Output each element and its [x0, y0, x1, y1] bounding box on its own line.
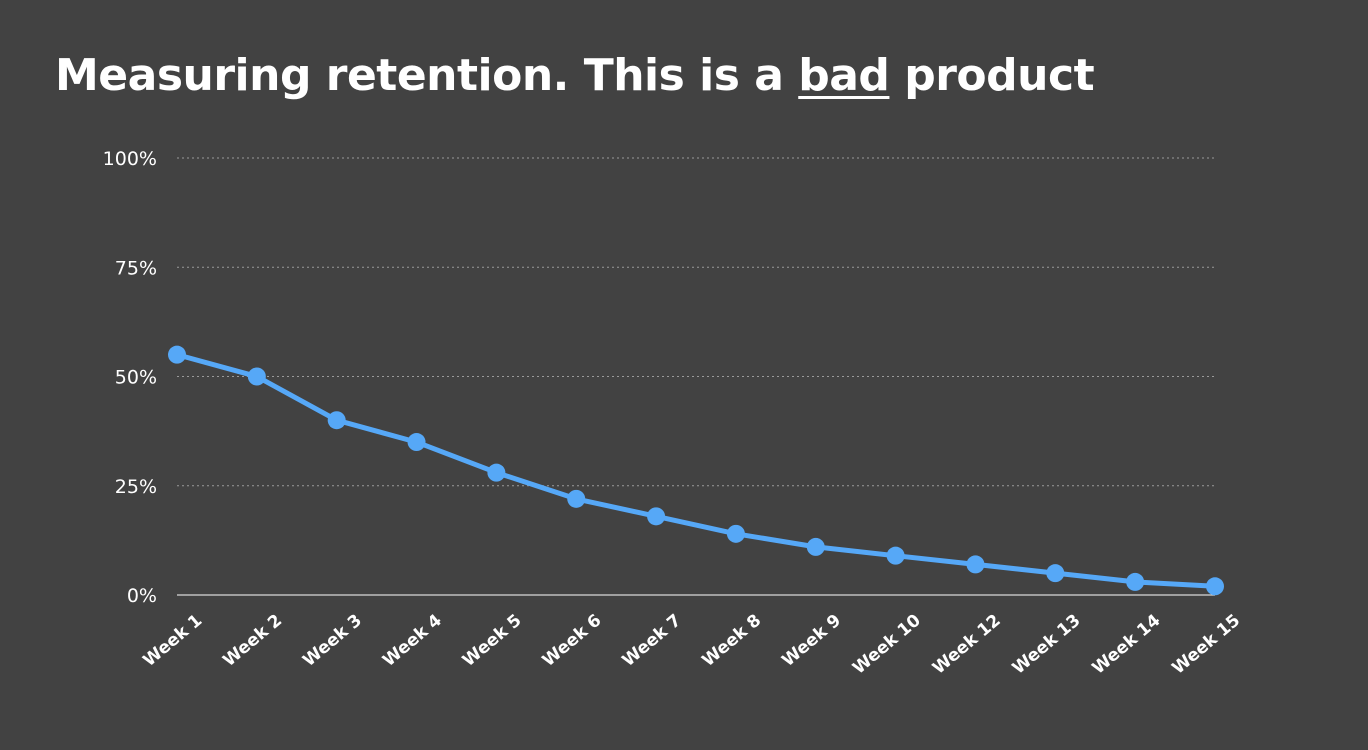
data-point: [647, 507, 666, 526]
data-point: [886, 546, 905, 565]
data-point: [168, 345, 186, 364]
data-point: [966, 555, 985, 574]
y-tick-label: 0%: [127, 585, 157, 607]
x-tick-label: Week 5: [459, 611, 526, 671]
data-point: [407, 433, 426, 452]
data-point: [487, 463, 506, 482]
x-tick-label: Week 9: [778, 611, 845, 671]
data-point: [1046, 564, 1065, 583]
y-tick-label: 100%: [103, 148, 157, 170]
y-axis-tick-labels: 0% 25% 50% 75% 100%: [103, 148, 157, 607]
title-emphasis: bad: [798, 50, 890, 101]
x-tick-label: Week 14: [1089, 610, 1165, 678]
series-line: [174, 352, 1218, 589]
title-text-before: Measuring retention. This is a: [55, 50, 799, 101]
y-tick-label: 75%: [115, 257, 157, 279]
x-tick-label: Week 7: [619, 611, 686, 671]
data-point: [567, 489, 586, 508]
x-axis-tick-labels: Week 1 Week 2 Week 3 Week 4 Week 5 Week 6 Week…: [140, 610, 1245, 678]
x-tick-label: Week 3: [299, 611, 366, 671]
x-tick-label: Week 4: [379, 610, 446, 671]
x-tick-label: Week 8: [698, 611, 765, 671]
x-tick-label: Week 6: [539, 611, 606, 671]
slide-title: Measuring retention. This is a bad produ…: [55, 46, 1095, 106]
data-point: [327, 411, 346, 430]
y-tick-label: 50%: [115, 367, 157, 389]
gridlines: [177, 157, 1215, 596]
data-point: [726, 524, 745, 543]
x-tick-label: Week 2: [219, 611, 286, 671]
x-tick-label: Week 1: [140, 611, 207, 671]
x-tick-label: Week 13: [1009, 611, 1085, 679]
y-tick-label: 25%: [115, 476, 157, 498]
x-tick-label: Week 10: [849, 610, 925, 678]
data-point: [1206, 577, 1224, 596]
x-tick-label: Week 15: [1168, 611, 1244, 679]
x-tick-label: Week 12: [929, 611, 1005, 679]
series-layer: [168, 345, 1224, 596]
data-point: [806, 537, 825, 556]
data-point: [247, 367, 266, 386]
data-point: [1126, 572, 1145, 591]
title-text-after: product: [889, 50, 1095, 101]
